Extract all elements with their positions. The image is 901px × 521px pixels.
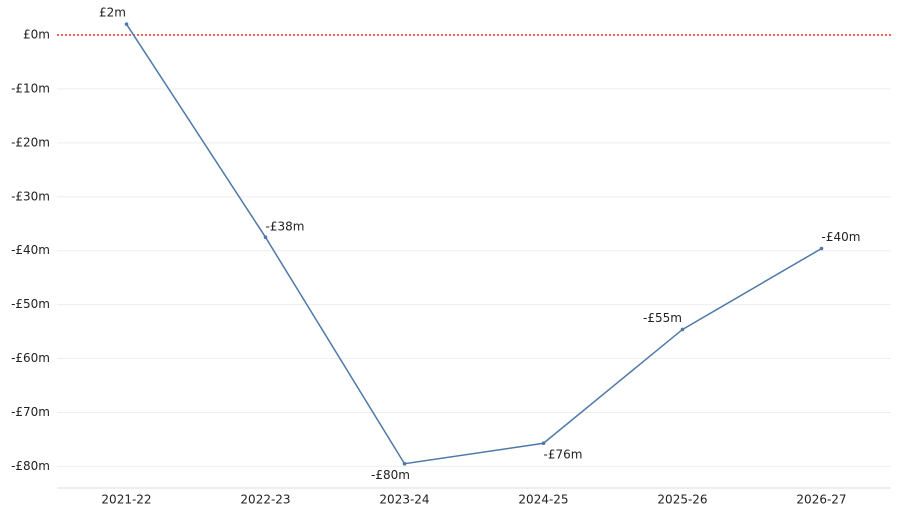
y-tick-label: -£80m bbox=[11, 459, 50, 473]
y-tick-label: -£20m bbox=[11, 135, 50, 149]
y-tick-label: £0m bbox=[23, 27, 50, 41]
x-tick-label: 2024-25 bbox=[518, 493, 568, 507]
data-label: -£40m bbox=[822, 230, 861, 244]
data-label: £2m bbox=[99, 6, 126, 20]
point bbox=[263, 235, 268, 240]
point bbox=[680, 327, 685, 332]
point bbox=[541, 441, 546, 446]
y-tick-label: -£70m bbox=[11, 405, 50, 419]
x-tick-label: 2026-27 bbox=[796, 493, 846, 507]
x-tick-label: 2021-22 bbox=[101, 493, 151, 507]
y-tick-label: -£10m bbox=[11, 81, 50, 95]
x-tick-label: 2025-26 bbox=[657, 493, 707, 507]
y-tick-label: -£60m bbox=[11, 351, 50, 365]
x-tick-label: 2022-23 bbox=[240, 493, 290, 507]
data-label: -£80m bbox=[371, 468, 410, 482]
line bbox=[125, 23, 822, 465]
point bbox=[124, 22, 129, 26]
point bbox=[402, 461, 407, 466]
y-tick-label: -£30m bbox=[11, 189, 50, 203]
x-tick-label: 2023-24 bbox=[379, 493, 429, 507]
y-tick-label: -£50m bbox=[11, 297, 50, 311]
data-label: -£55m bbox=[643, 311, 682, 325]
point bbox=[819, 246, 824, 251]
y-tick-label: -£40m bbox=[11, 243, 50, 257]
data-label: -£38m bbox=[266, 220, 305, 234]
data-label: -£76m bbox=[544, 448, 583, 462]
